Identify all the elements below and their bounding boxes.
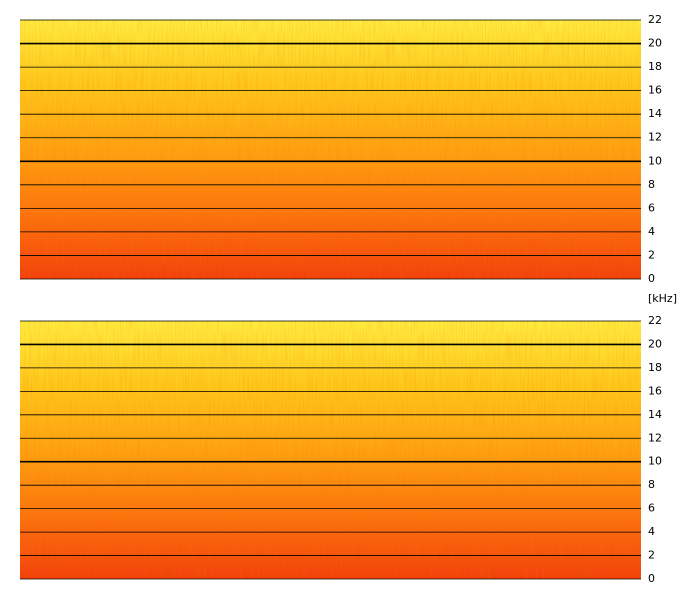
spectrogram-texture xyxy=(20,321,641,579)
y-tick-label: 10 xyxy=(648,455,662,468)
y-tick-label: 8 xyxy=(648,478,655,491)
y-tick-label: 0 xyxy=(648,272,655,285)
y-tick-label: 14 xyxy=(648,107,662,120)
y-tick-label: 20 xyxy=(648,337,662,350)
y-tick-label: 20 xyxy=(648,37,662,50)
y-tick-label: 4 xyxy=(648,525,655,538)
y-tick-label: 22 xyxy=(648,314,662,327)
y-tick-label: 10 xyxy=(648,154,662,167)
y-tick-label: 12 xyxy=(648,431,662,444)
y-tick-label: 18 xyxy=(648,60,662,73)
y-tick-label: 6 xyxy=(648,201,655,214)
y-tick-label: 14 xyxy=(648,408,662,421)
y-tick-label: 22 xyxy=(648,13,662,26)
y-tick-label: 4 xyxy=(648,225,655,238)
y-axis-label: [kHz] xyxy=(648,292,677,305)
y-tick-label: 16 xyxy=(648,84,662,97)
y-tick-label: 2 xyxy=(648,549,655,562)
y-tick-label: 16 xyxy=(648,384,662,397)
spectrogram-texture xyxy=(20,20,641,279)
y-tick-label: 18 xyxy=(648,361,662,374)
y-tick-label: 12 xyxy=(648,131,662,144)
y-tick-label: 8 xyxy=(648,178,655,191)
y-tick-label: 0 xyxy=(648,572,655,585)
y-tick-label: 6 xyxy=(648,502,655,515)
y-tick-label: 2 xyxy=(648,248,655,261)
